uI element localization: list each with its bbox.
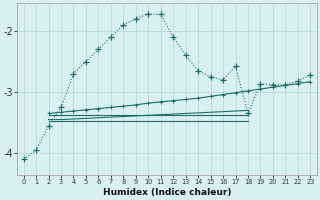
X-axis label: Humidex (Indice chaleur): Humidex (Indice chaleur) [103,188,231,197]
